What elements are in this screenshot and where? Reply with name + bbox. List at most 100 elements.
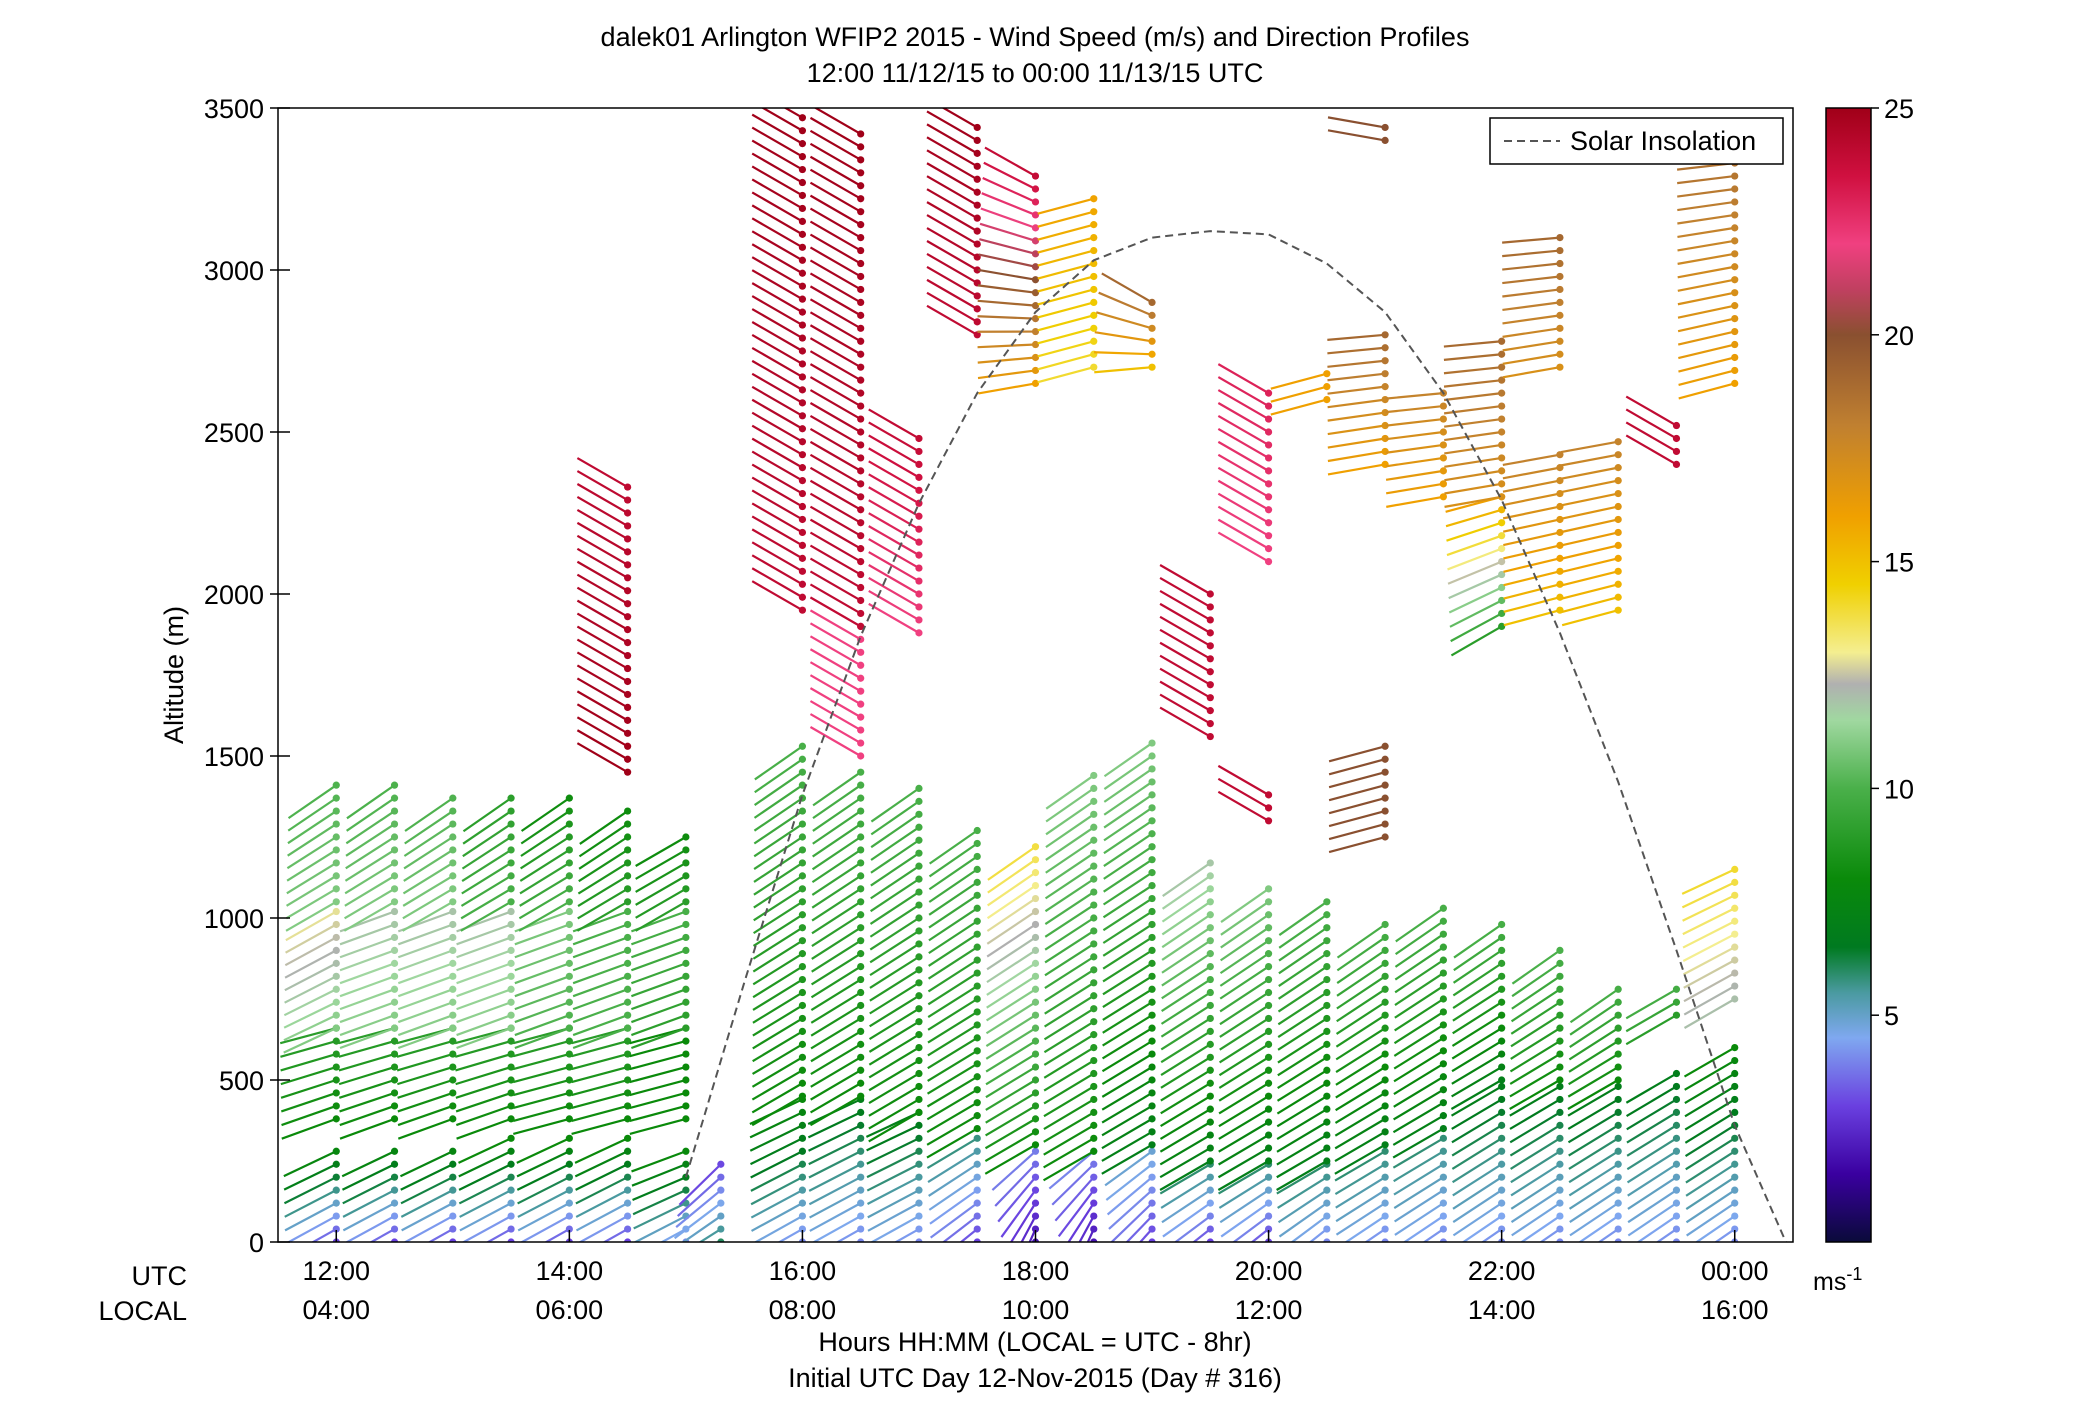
wind-barb-shaft (576, 470, 629, 501)
wind-barb-point (390, 1063, 399, 1071)
wind-barb-shaft (809, 1189, 862, 1219)
wind-barb-point (1090, 914, 1098, 922)
wind-barb-point (1381, 1147, 1389, 1155)
wind-barb-shaft (1561, 531, 1619, 547)
wind-barb-point (1498, 454, 1506, 462)
wind-barb-point (1031, 856, 1040, 864)
wind-barb-point (798, 243, 807, 251)
wind-barb-point (798, 554, 807, 562)
wind-barb-shaft (578, 1215, 629, 1242)
wind-barb-point (1498, 946, 1506, 955)
wind-barb-shaft (402, 887, 454, 920)
wind-barb-shaft (1385, 482, 1444, 495)
wind-barb-point (857, 1225, 865, 1233)
wind-barb-point (1439, 982, 1447, 990)
wind-barb-shaft (1344, 1215, 1386, 1242)
wind-barb-shaft (520, 823, 570, 857)
wind-barb-point (1148, 946, 1156, 955)
wind-barb-shaft (287, 784, 337, 820)
wind-barb-point (507, 807, 515, 815)
wind-barb-shaft (1452, 1001, 1503, 1035)
wind-barb-point (565, 1050, 573, 1058)
wind-barb-shaft (1392, 1127, 1444, 1159)
wind-barb-point (624, 1212, 632, 1220)
wind-barb-shaft (751, 1082, 803, 1114)
wind-barb-point (624, 920, 632, 929)
wind-barb-point (1556, 1037, 1564, 1045)
wind-barb-point (449, 1076, 457, 1084)
wind-barb-point (973, 1173, 981, 1181)
wind-barb-shaft (1561, 609, 1619, 627)
wind-barb-point (449, 1037, 457, 1045)
wind-barb-point (798, 975, 807, 984)
wind-barb-point (1381, 820, 1389, 828)
wind-barb-shaft (870, 852, 920, 887)
wind-barb-shaft (397, 1027, 454, 1050)
wind-barb-point (1264, 1066, 1273, 1074)
wind-barb-point (973, 852, 981, 861)
wind-barb-point (798, 347, 807, 355)
wind-barb-shaft (576, 599, 629, 631)
wind-barb-point (1672, 1199, 1681, 1207)
wind-barb-point (973, 162, 981, 170)
wind-barb-shaft (1451, 1111, 1503, 1144)
wind-barb-shaft (811, 913, 862, 948)
wind-barb-shaft (1334, 1104, 1386, 1137)
wind-barb-point (1556, 259, 1564, 268)
wind-barbs-layer (279, 108, 1739, 1242)
wind-barb-shaft (287, 823, 337, 857)
wind-barb-point (915, 603, 923, 611)
wind-barb-shaft (1159, 1108, 1211, 1140)
wind-barb-point (857, 911, 865, 919)
wind-barb-shaft (1510, 988, 1561, 1023)
wind-barb-point (1206, 872, 1214, 880)
wind-barb-point (449, 1024, 457, 1032)
wind-barb-point (1614, 1095, 1622, 1104)
wind-barb-point (973, 123, 981, 132)
wind-barb-point (798, 178, 807, 187)
wind-barb-shaft (1328, 771, 1386, 789)
wind-barb-point (1206, 642, 1214, 650)
wind-barb-point (798, 1212, 807, 1220)
wind-barb-point (1031, 1186, 1040, 1194)
wind-barb-point (1439, 930, 1447, 938)
wind-barb-shaft (809, 324, 862, 356)
wind-barb-point (682, 846, 690, 854)
wind-barb-shaft (1627, 1163, 1678, 1197)
wind-barb-point (1206, 1040, 1214, 1048)
wind-barb-point (624, 1063, 632, 1071)
wind-barb-shaft (1327, 437, 1386, 449)
wind-barb-shaft (985, 1092, 1037, 1124)
wind-barb-point (1323, 1040, 1331, 1048)
wind-barb-shaft (751, 437, 803, 469)
wind-barb-shaft (635, 900, 687, 932)
wind-barb-point (1264, 454, 1273, 462)
wind-barb-shaft (926, 265, 978, 297)
wind-barb-point (1206, 616, 1214, 624)
wind-barb-point (1498, 545, 1506, 553)
wind-barb-point (1323, 937, 1331, 945)
wind-barb-shaft (751, 152, 803, 184)
wind-barb-point (1381, 1128, 1389, 1136)
wind-barb-point (973, 878, 981, 886)
wind-barb-point (1614, 1134, 1622, 1142)
wind-barb-shaft (926, 291, 978, 323)
wind-barb-shaft (753, 797, 804, 832)
wind-barb-point (1148, 843, 1156, 851)
wind-barb-shaft (1567, 1111, 1619, 1144)
wind-barb-point (1206, 885, 1214, 893)
wind-barb-point (1381, 755, 1389, 763)
wind-barb-shaft (1159, 602, 1211, 634)
wind-barb-shaft (869, 891, 920, 925)
wind-barb-shaft (397, 1091, 454, 1113)
wind-barb-point (1206, 590, 1214, 598)
wind-barb-point (449, 933, 457, 942)
wind-barb-point (1498, 1076, 1506, 1084)
wind-barb-point (798, 541, 807, 550)
wind-barb-point (1206, 681, 1214, 689)
y-tick-label: 3500 (204, 94, 264, 124)
wind-barb-shaft (868, 1033, 920, 1066)
wind-barb-point (1439, 1173, 1447, 1181)
wind-barb-point (857, 1186, 865, 1194)
wind-barb-shaft (576, 651, 629, 683)
